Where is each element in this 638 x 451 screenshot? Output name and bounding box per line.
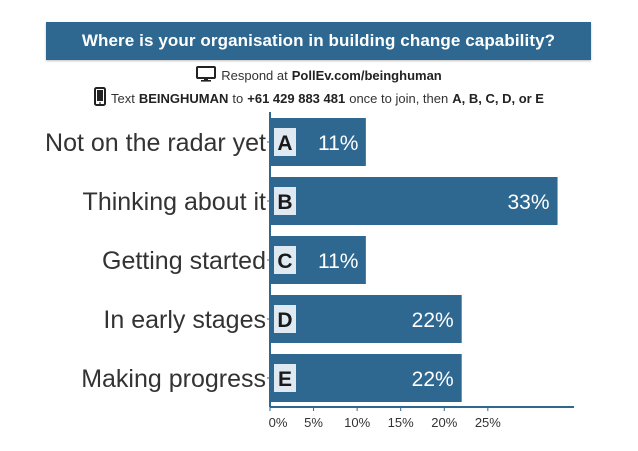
option-letter: D <box>277 309 292 332</box>
x-tick-label: 15% <box>388 415 414 430</box>
data-label: 11% <box>318 250 358 273</box>
option-letter: A <box>277 132 292 155</box>
respond-url[interactable]: PollEv.com/beinghuman <box>291 67 442 83</box>
option-letter-badge <box>274 187 296 215</box>
join-text: once to join, then <box>349 90 449 106</box>
data-label: 11% <box>318 132 358 155</box>
option-letter: C <box>277 250 292 273</box>
option-letter: B <box>277 191 292 214</box>
poll-title: Where is your organisation in building c… <box>81 31 556 50</box>
sms-keyword: BEINGHUMAN <box>138 90 229 106</box>
x-tick-label: 25% <box>475 415 501 430</box>
bar <box>270 295 462 343</box>
bar <box>270 354 462 402</box>
text-instructions: Text BEINGHUMAN to +61 429 883 481 once … <box>0 87 638 109</box>
category-label: In early stages <box>103 306 266 334</box>
category-label: Making progress <box>81 365 266 393</box>
sms-phone-number: +61 429 883 481 <box>247 90 346 106</box>
x-tick-label: 20% <box>431 415 457 430</box>
x-tick-label: 10% <box>344 415 370 430</box>
data-label: 22% <box>412 309 454 332</box>
category-label: Getting started <box>102 247 266 275</box>
category-label: Not on the radar yet <box>45 129 266 157</box>
mobile-phone-icon <box>94 87 106 109</box>
option-letter-badge <box>274 305 296 333</box>
data-label: 33% <box>508 191 550 214</box>
text-prefix: Text <box>111 90 135 106</box>
option-letter-badge <box>274 128 296 156</box>
data-label: 22% <box>412 368 454 391</box>
x-tick-label: 0% <box>269 415 288 430</box>
respond-instructions: Respond at PollEv.com/beinghuman <box>0 65 638 85</box>
option-letter-badge <box>274 246 296 274</box>
to-word: to <box>232 90 244 106</box>
x-tick-label: 5% <box>304 415 323 430</box>
option-letter: E <box>278 368 292 391</box>
title-banner: Where is your organisation in building c… <box>46 22 591 60</box>
monitor-icon <box>196 65 217 85</box>
option-letter-badge <box>274 364 296 392</box>
bar <box>270 177 558 225</box>
respond-prefix: Respond at <box>221 67 288 83</box>
category-label: Thinking about it <box>83 188 267 216</box>
answer-options: A, B, C, D, or E <box>452 90 544 106</box>
